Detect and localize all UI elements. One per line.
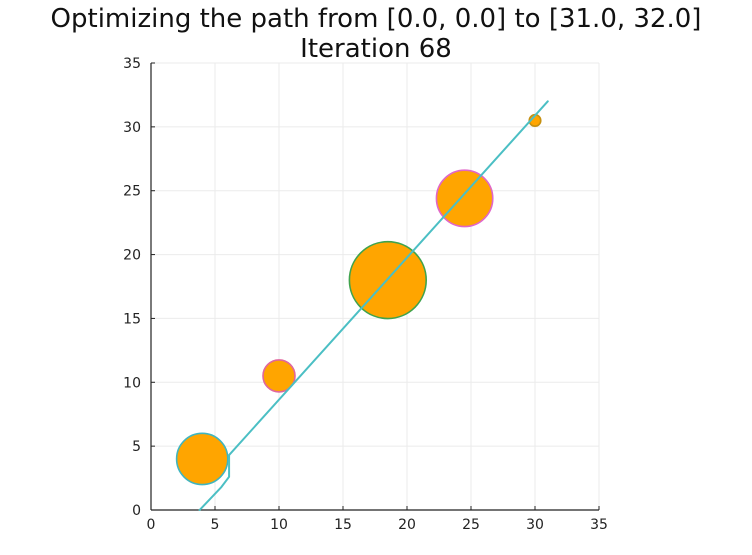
tick-labels: 0 5 10 15 20 25 30 35 0 5 10 15 20 25 30 35 (123, 56, 608, 533)
y-tick-label: 20 (123, 248, 141, 264)
y-tick-label: 10 (123, 375, 141, 391)
obstacle-circle-2 (262, 359, 296, 393)
x-tick-label: 10 (270, 517, 288, 533)
axes (150, 62, 600, 511)
y-tick-label: 0 (132, 503, 141, 519)
grid-lines (150, 62, 600, 511)
x-tick-label: 35 (590, 517, 608, 533)
y-tick-label: 15 (123, 311, 141, 327)
y-tick-label: 30 (123, 120, 141, 136)
x-tick-label: 30 (526, 517, 544, 533)
chart-subtitle: Iteration 68 (300, 34, 452, 64)
x-tick-label: 0 (147, 517, 156, 533)
chart-title-block: Optimizing the path from [0.0, 0.0] to [… (0, 4, 752, 64)
path-line (198, 100, 549, 511)
y-tick-label: 5 (132, 439, 141, 455)
chart-title: Optimizing the path from [0.0, 0.0] to [… (50, 4, 702, 34)
x-tick-label: 15 (334, 517, 352, 533)
obstacle-circle-4 (435, 169, 494, 228)
x-tick-label: 20 (398, 517, 416, 533)
x-tick-label: 5 (211, 517, 220, 533)
obstacle-circle-1 (175, 432, 229, 486)
x-tick-label: 25 (462, 517, 480, 533)
y-tick-label: 35 (123, 56, 141, 72)
y-tick-label: 25 (123, 184, 141, 200)
path-series (198, 100, 549, 511)
